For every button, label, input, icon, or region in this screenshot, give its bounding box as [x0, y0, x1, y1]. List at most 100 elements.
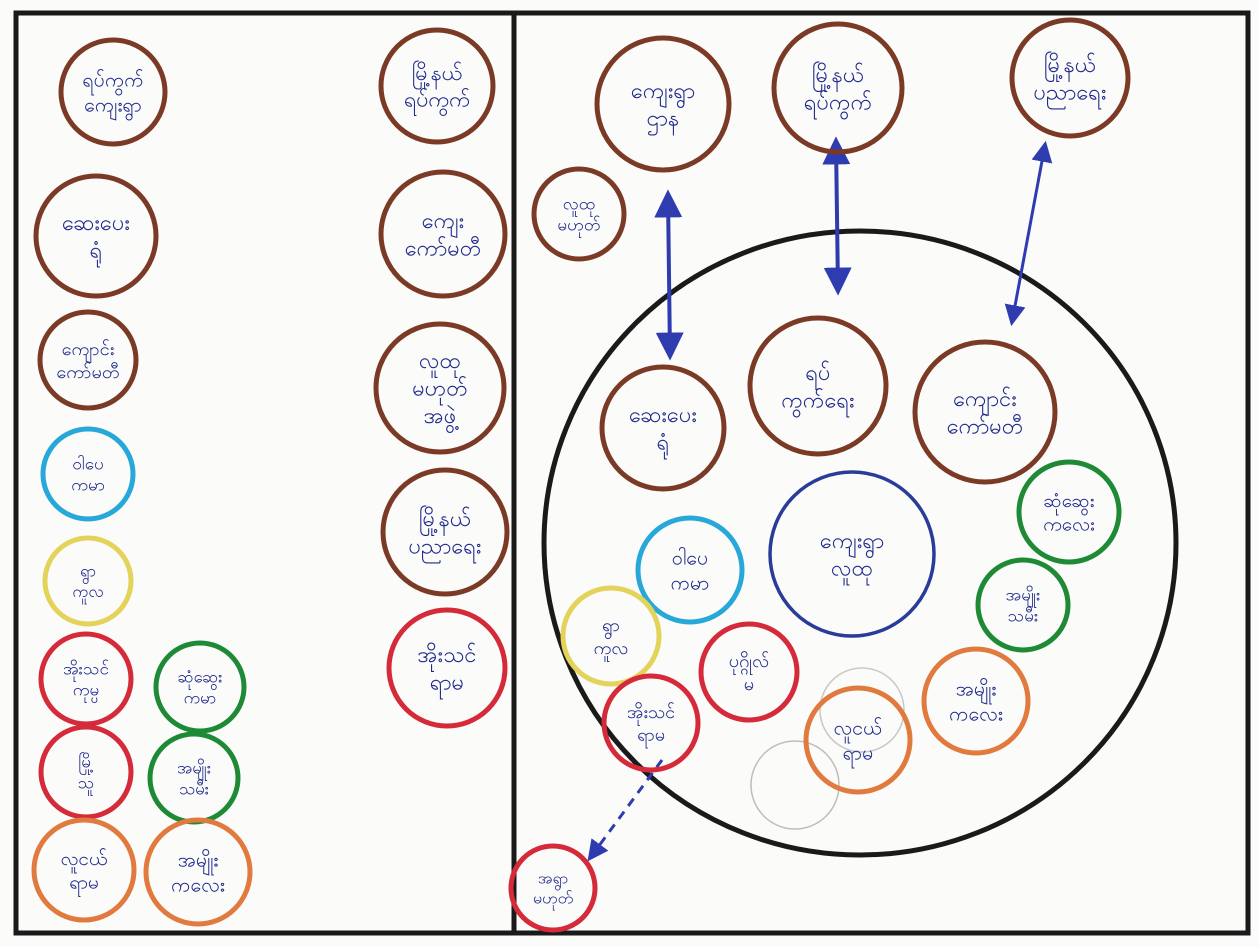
brown-circle [33, 173, 159, 299]
node-label: ကလေး [171, 873, 225, 896]
node-label: အမျိုး [1006, 584, 1041, 608]
node-label: ဆေးပေး [62, 211, 130, 236]
node-i6: ဝါပေကမာ [635, 515, 745, 625]
node-label: ကော်မတီ [56, 362, 120, 383]
brown-circle [380, 467, 510, 597]
node-label: ကျောင်း [62, 339, 115, 363]
node-label: အမျိုး [178, 849, 218, 876]
red-circle [508, 843, 598, 933]
node-label: လူထု [419, 349, 461, 378]
cyan-circle [635, 515, 745, 625]
node-i2: ရပ်ကွက်ရေး [747, 315, 889, 457]
node-label: လူငယ် [61, 847, 108, 874]
red-circle [38, 724, 134, 820]
node-label: မြို့နယ် [419, 505, 471, 536]
node-label: ကော်မတီ [405, 235, 482, 261]
node-label: ရုံ [657, 430, 670, 459]
orange-circle [803, 685, 913, 795]
node-label: ရာမ [69, 872, 99, 898]
node-label: ဆုံဆွေး [178, 666, 223, 690]
node-label: မဟုတ် [557, 215, 600, 239]
brown-circle [378, 169, 508, 299]
node-i10: လူငယ်ရာမ [803, 685, 913, 795]
red-circle [601, 673, 701, 773]
brown-circle [531, 166, 627, 262]
node-label: လူထု [563, 194, 596, 217]
node-label: ရွာ [602, 615, 620, 639]
node-label: ရပ်ကွက် [804, 89, 872, 120]
brown-circle [912, 339, 1058, 485]
node-l6: အိုးသင်ကုမ္ပ [38, 631, 134, 727]
node-label: ရာမ [637, 724, 665, 748]
dashed-arrow [587, 759, 664, 862]
cyan-circle [40, 426, 136, 522]
node-label: မြို့နယ် [412, 59, 463, 90]
node-label: ရာမ [843, 741, 874, 768]
node-label: ပညာရေး [408, 534, 481, 563]
node-l1: ရပ်ကွက်ကျေးရွာ [58, 37, 168, 147]
node-label: လူထု [831, 556, 873, 585]
node-label: မြို့ [78, 750, 93, 775]
node-l5: ရွာကူလ [42, 535, 134, 627]
node-label: ကမာ [71, 476, 105, 496]
node-label: ကူလ [594, 638, 629, 662]
node-label: ဝါပေ [672, 547, 709, 570]
node-l4: ဝါပေကမာ [40, 426, 136, 522]
node-label: ရပ်ကွက် [404, 87, 470, 118]
node-label: ကလေး [949, 702, 1003, 725]
node-i9: အိုးသင်ရာမ [601, 673, 701, 773]
node-label: သမီး [179, 778, 209, 798]
orange-circle [31, 817, 137, 923]
node-i3: ကျောင်းကော်မတီ [912, 339, 1058, 485]
node-label: မဟုတ် [412, 376, 468, 406]
brown-circle [594, 35, 732, 173]
node-label: ကမာ [671, 571, 710, 594]
node-label: ဌာန [647, 106, 680, 135]
node-l8: မြို့သူ [38, 724, 134, 820]
node-label: အမျိုး [177, 757, 211, 781]
node-label: ကျေးရွာ [631, 79, 695, 109]
node-l12: မြို့နယ်ရပ်ကွက် [378, 27, 496, 145]
green-circle [153, 640, 247, 734]
node-l10: လူငယ်ရာမ [31, 817, 137, 923]
node-label: သူ [78, 774, 95, 797]
connection-arrow [1004, 140, 1053, 327]
node-label: ပုဂ္ဂိုလ် [729, 651, 769, 675]
node-i11: အမျိုးကလေး [921, 646, 1031, 756]
node-label: ကမာ [184, 687, 217, 707]
node-label: ကျေးရွာ [820, 529, 884, 559]
node-label: မ [744, 674, 754, 695]
node-i1: ဆေးပေးရုံ [599, 364, 727, 492]
node-label: လူငယ် [834, 717, 883, 744]
brown-circle [747, 315, 889, 457]
outer-frame [13, 10, 1251, 936]
node-label: အိုးသင် [417, 642, 476, 672]
node-label: အိုးသင် [627, 702, 675, 726]
node-l3: ကျောင်းကော်မတီ [37, 309, 139, 411]
yellow-circle [42, 535, 134, 627]
node-label: မြို့နယ် [812, 61, 864, 92]
node-label: အရွာ [538, 869, 568, 891]
node-label: ရာမ [430, 670, 464, 699]
node-c_center: ကျေးရွာလူထု [768, 470, 936, 638]
node-label: ကူလ [72, 582, 103, 604]
node-label: မဟုတ် [533, 889, 574, 911]
node-i7: ရွာကူလ [560, 585, 662, 687]
node-l11: အမျိုးကလေး [143, 817, 253, 927]
node-i4: ဆုံဆွေးကလေး [1016, 459, 1122, 565]
node-l15: မြို့နယ်ပညာရေး [380, 467, 510, 597]
node-label: အဖွဲ့ [424, 404, 460, 434]
brown-circle [373, 321, 507, 455]
node-label: ကျောင်း [953, 386, 1017, 416]
green-circle [1016, 459, 1122, 565]
node-label: မြို့နယ် [1044, 51, 1096, 82]
node-label: ကျေး [422, 209, 465, 238]
node-label: ဝါပေ [72, 453, 104, 474]
node-label: ကျေးရွာ [84, 93, 142, 120]
node-label: ရပ် [805, 360, 830, 390]
node-label: ကုမ္ပ [73, 681, 100, 704]
node-label: ရပ်ကွက် [82, 69, 143, 96]
community-boundary-circle [541, 228, 1179, 858]
brown-circle [378, 27, 496, 145]
